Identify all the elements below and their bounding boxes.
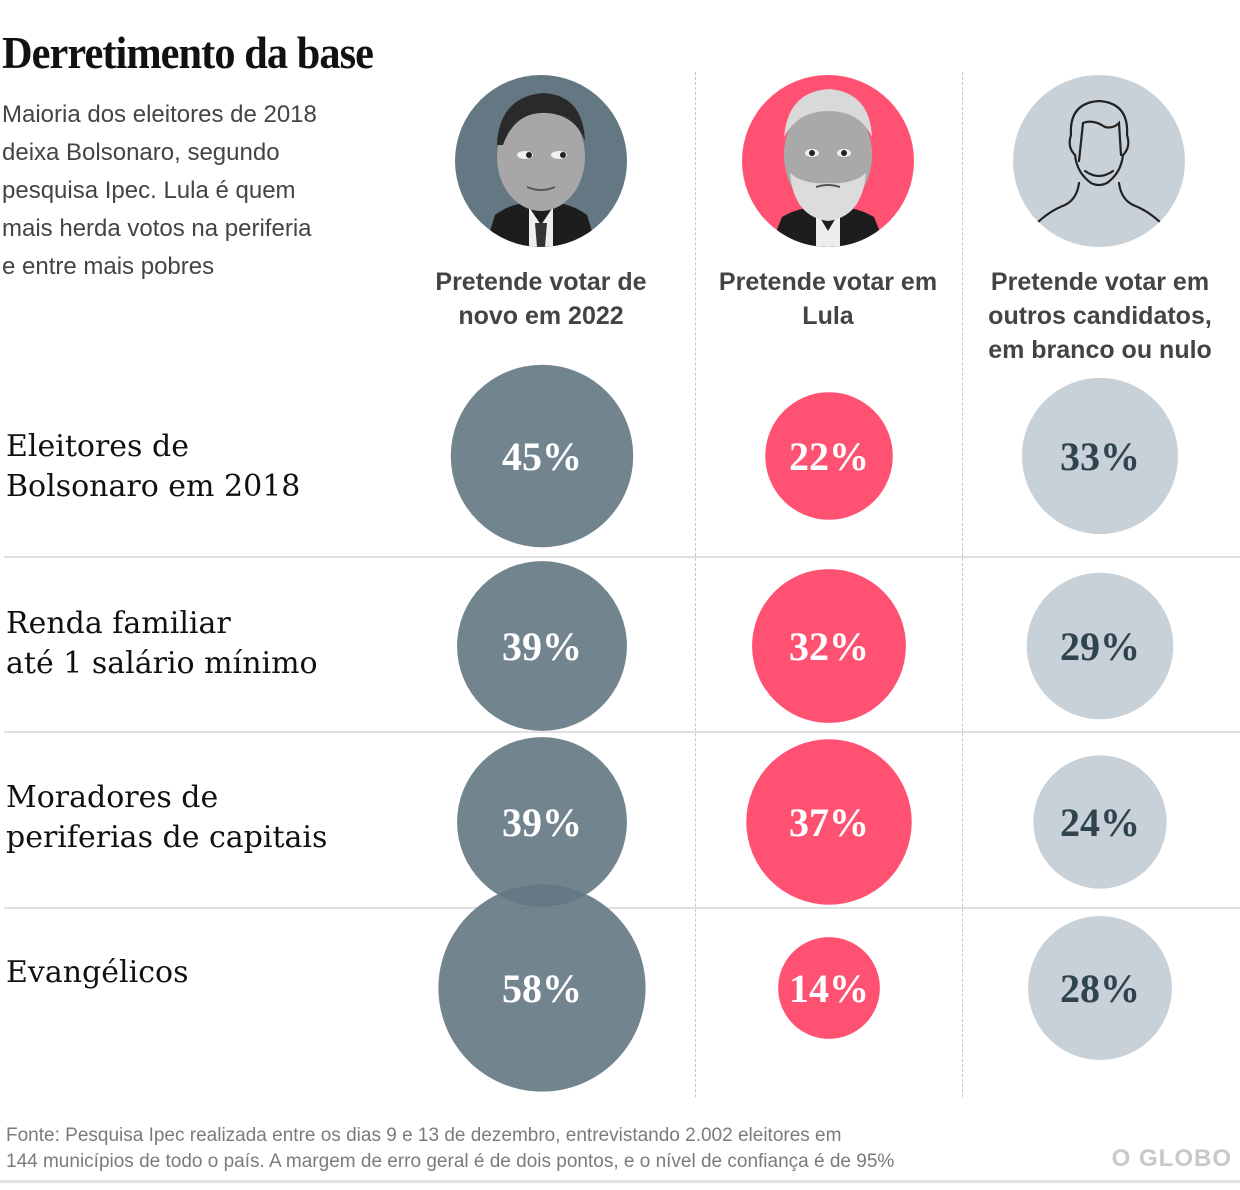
bubble-label: 24%	[1060, 800, 1140, 845]
column-header-bolsonaro: Pretende votar de novo em 2022	[435, 268, 647, 330]
bubble-1-1	[450, 364, 634, 548]
row-label-line: até 1 salário mínimo	[6, 646, 318, 681]
bubble-3-2	[1026, 572, 1174, 720]
bubble-1-3	[457, 737, 627, 907]
bolsonaro-photo-icon	[485, 93, 597, 247]
row-label-line: Evangélicos	[6, 955, 189, 990]
chart-subtitle: Maioria dos eleitores de 2018 deixa Bols…	[2, 101, 317, 280]
row-label-line: Eleitores de	[6, 429, 189, 464]
generic-person-icon	[1033, 99, 1165, 227]
lula-avatar	[742, 75, 914, 247]
bubble-2-4	[778, 937, 880, 1039]
source-line: 144 municípios de todo o país. A margem …	[6, 1151, 895, 1172]
row-label-line: Renda familiar	[6, 606, 231, 641]
bubble-3-4	[1028, 916, 1172, 1060]
row-label-renda: Renda familiar até 1 salário mínimo	[6, 604, 318, 684]
o-globo-logo: O GLOBO	[1111, 1145, 1232, 1172]
lula-photo-icon	[770, 89, 886, 247]
row-label-line: periferias de capitais	[6, 820, 328, 855]
column-divider	[962, 72, 963, 1097]
row-label-line: Moradores de	[6, 780, 219, 815]
row-label-periferias: Moradores de periferias de capitais	[6, 778, 327, 858]
bubble-label: 33%	[1060, 434, 1140, 479]
bubble-1-2	[457, 561, 627, 731]
bubble-label: 14%	[789, 966, 869, 1011]
bubble-label: 22%	[789, 434, 869, 479]
bubble-3-3	[1033, 755, 1167, 889]
column-header-lula: Pretende votar em Lula	[718, 268, 938, 330]
generic-person-avatar	[1013, 75, 1185, 247]
column-header-others: Pretende votar em outros candidatos, em …	[988, 268, 1212, 364]
row-divider	[4, 556, 1240, 558]
bubble-label: 58%	[502, 966, 582, 1011]
bubble-label: 37%	[789, 800, 869, 845]
bubble-3-1	[1021, 377, 1179, 535]
bubble-2-1	[765, 392, 893, 520]
bubble-2-3	[746, 739, 912, 905]
bubble-1-4	[438, 884, 646, 1092]
bubble-label: 28%	[1060, 966, 1140, 1011]
bubble-label: 39%	[502, 624, 582, 669]
bubble-label: 29%	[1060, 624, 1140, 669]
chart-title: Derretimento da base	[2, 27, 374, 78]
row-divider	[4, 907, 1240, 909]
row-label-line: Bolsonaro em 2018	[6, 469, 301, 504]
column-divider	[695, 72, 696, 1097]
row-label-evangelicos: Evangélicos	[6, 953, 188, 993]
bubble-2-2	[752, 569, 906, 723]
bolsonaro-avatar	[455, 75, 627, 247]
row-label-bolsonaro-2018: Eleitores de Bolsonaro em 2018	[6, 427, 300, 507]
row-divider	[4, 731, 1240, 733]
bubble-label: 45%	[502, 434, 582, 479]
bubble-label: 39%	[502, 800, 582, 845]
bubble-label: 32%	[789, 624, 869, 669]
bottom-rule	[0, 1180, 1240, 1183]
source-note: Fonte: Pesquisa Ipec realizada entre os …	[6, 1123, 894, 1175]
source-line: Fonte: Pesquisa Ipec realizada entre os …	[6, 1125, 842, 1146]
